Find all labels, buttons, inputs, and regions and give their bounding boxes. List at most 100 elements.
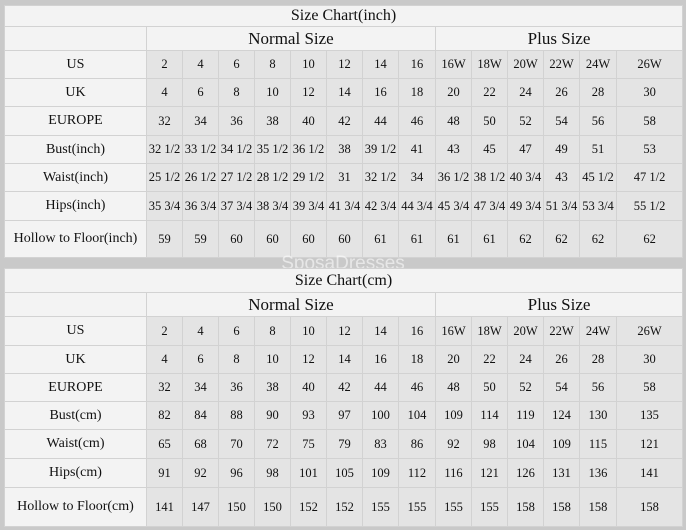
size-value: 83	[362, 429, 399, 459]
size-value: 18	[398, 78, 436, 107]
size-value: 22W	[543, 50, 580, 79]
size-value: 32 1/2	[362, 163, 399, 192]
blank-cell	[4, 26, 147, 51]
size-value: 16	[398, 316, 436, 346]
size-value: 98	[254, 458, 291, 488]
size-value: 121	[615, 429, 684, 459]
size-value: 131	[543, 458, 580, 488]
size-value: 52	[507, 373, 544, 402]
size-value: 62	[615, 220, 684, 258]
size-value: 38 1/2	[471, 163, 508, 192]
size-value: 50	[471, 106, 508, 136]
size-value: 58	[615, 373, 684, 402]
size-value: 105	[326, 458, 363, 488]
size-value: 91	[146, 458, 183, 488]
size-value: 43	[543, 163, 580, 192]
row-label: Hollow to Floor(cm)	[4, 487, 147, 527]
size-value: 90	[254, 401, 291, 430]
size-value: 48	[435, 106, 472, 136]
size-value: 24W	[579, 316, 617, 346]
size-value: 68	[182, 429, 219, 459]
size-value: 41 3/4	[326, 191, 363, 221]
size-value: 147	[182, 487, 219, 527]
size-value: 30	[615, 345, 684, 374]
size-value: 22	[471, 345, 508, 374]
size-value: 31	[326, 163, 363, 192]
size-value: 53 3/4	[579, 191, 617, 221]
size-value: 14	[362, 50, 399, 79]
size-value: 32 1/2	[146, 135, 183, 164]
size-value: 62	[543, 220, 580, 258]
table-row: Waist(inch) 25 1/2 26 1/2 27 1/2 28 1/2 29 1/…	[4, 163, 684, 192]
size-value: 10	[254, 78, 291, 107]
size-value: 150	[218, 487, 255, 527]
size-value: 155	[471, 487, 508, 527]
size-value: 42	[326, 106, 363, 136]
size-value: 12	[326, 316, 363, 346]
size-value: 6	[182, 78, 219, 107]
size-value: 28 1/2	[254, 163, 291, 192]
table-row: Bust(inch) 32 1/2 33 1/2 34 1/2 35 1/2 36 1/2…	[4, 135, 684, 164]
size-value: 2	[146, 50, 183, 79]
table-title: Size Chart(cm)	[3, 268, 684, 293]
size-value: 158	[579, 487, 617, 527]
normal-size-header: Normal Size	[146, 26, 436, 51]
table-row: Waist(cm) 65 68 70 72 75 79 83 86 92 98 104 109 115 12…	[4, 429, 684, 459]
size-value: 158	[543, 487, 580, 527]
size-value: 34	[398, 163, 436, 192]
blank-cell	[4, 292, 147, 317]
size-value: 92	[435, 429, 472, 459]
size-value: 10	[290, 316, 327, 346]
size-value: 20	[435, 345, 472, 374]
size-value: 29 1/2	[290, 163, 327, 192]
size-value: 155	[362, 487, 399, 527]
table-row: US 2 4 6 8 10 12 14 16 16W 18W 20W 22W 24W 26W	[4, 50, 684, 79]
size-value: 126	[507, 458, 544, 488]
size-value: 16	[362, 345, 399, 374]
size-value: 135	[615, 401, 684, 430]
size-value: 37 3/4	[218, 191, 255, 221]
size-value: 18	[398, 345, 436, 374]
size-value: 60	[290, 220, 327, 258]
table-row: Hips(cm) 91 92 96 98 101 105 109 112 116 121 126 131…	[4, 458, 684, 488]
size-value: 18W	[471, 50, 508, 79]
size-value: 150	[254, 487, 291, 527]
size-value: 96	[218, 458, 255, 488]
size-value: 61	[398, 220, 436, 258]
size-value: 93	[290, 401, 327, 430]
row-label: UK	[4, 345, 147, 374]
size-value: 18W	[471, 316, 508, 346]
size-value: 109	[543, 429, 580, 459]
size-value: 88	[218, 401, 255, 430]
size-value: 42 3/4	[362, 191, 399, 221]
size-value: 45	[471, 135, 508, 164]
size-value: 38	[254, 373, 291, 402]
size-value: 59	[182, 220, 219, 258]
size-value: 10	[254, 345, 291, 374]
size-value: 109	[362, 458, 399, 488]
title-row: Size Chart(inch)	[3, 5, 684, 27]
row-label: UK	[4, 78, 147, 107]
size-value: 42	[326, 373, 363, 402]
size-value: 12	[290, 345, 327, 374]
size-value: 38	[326, 135, 363, 164]
table-row: UK 4 6 8 10 12 14 16 18 20 22 24 26 28 30	[4, 345, 684, 374]
size-value: 53	[615, 135, 684, 164]
size-value: 55 1/2	[615, 191, 684, 221]
size-value: 61	[471, 220, 508, 258]
size-value: 141	[615, 458, 684, 488]
size-value: 62	[507, 220, 544, 258]
size-value: 124	[543, 401, 580, 430]
size-value: 20W	[507, 316, 544, 346]
table-row: EUROPE 32 34 36 38 40 42 44 46 48 50 52 54 56 58	[4, 106, 684, 136]
size-value: 25 1/2	[146, 163, 183, 192]
size-value: 109	[435, 401, 472, 430]
size-value: 60	[326, 220, 363, 258]
size-value: 46	[398, 106, 436, 136]
size-value: 158	[507, 487, 544, 527]
section-header-row: Normal Size Plus Size	[4, 26, 684, 51]
size-value: 41	[398, 135, 436, 164]
size-value: 70	[218, 429, 255, 459]
size-value: 152	[290, 487, 327, 527]
size-value: 4	[146, 78, 183, 107]
